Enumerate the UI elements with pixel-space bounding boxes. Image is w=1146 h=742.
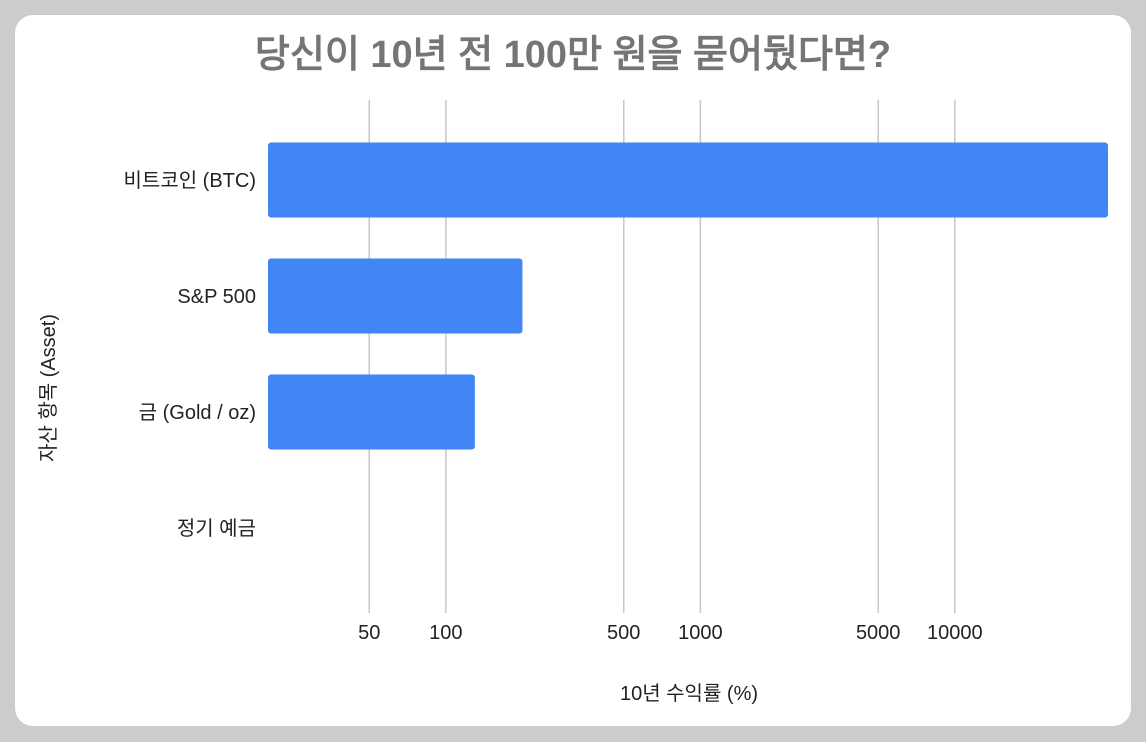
x-axis-label: 10년 수익률 (%) bbox=[620, 682, 758, 705]
category-label-2: 금 (Gold / oz) bbox=[139, 402, 256, 424]
chart-title: 당신이 10년 전 100만 원을 묻어뒀다면? bbox=[255, 34, 891, 76]
bar-0 bbox=[268, 142, 1108, 218]
x-tick-1000: 1000 bbox=[678, 622, 723, 644]
x-tick-5000: 5000 bbox=[856, 622, 901, 644]
chart-card: 당신이 10년 전 100만 원을 묻어뒀다면? 비트코인 (BTC) S&P 5… bbox=[15, 15, 1131, 726]
category-labels: 비트코인 (BTC) S&P 500 금 (Gold / oz) 정기 예금 bbox=[124, 169, 256, 540]
x-tick-100: 100 bbox=[429, 622, 462, 644]
bar-1 bbox=[268, 258, 523, 334]
bar-chart: 당신이 10년 전 100만 원을 묻어뒀다면? 비트코인 (BTC) S&P 5… bbox=[37, 34, 1108, 705]
bar-2 bbox=[268, 374, 475, 450]
x-tick-labels: 50 100 500 1000 5000 10000 bbox=[358, 622, 982, 644]
category-label-3: 정기 예금 bbox=[177, 517, 256, 540]
x-tick-500: 500 bbox=[607, 622, 640, 644]
x-tick-50: 50 bbox=[358, 622, 380, 644]
category-label-1: S&P 500 bbox=[177, 286, 256, 308]
x-tick-10000: 10000 bbox=[927, 622, 983, 644]
y-axis-label: 자산 항목 (Asset) bbox=[37, 314, 60, 462]
bars bbox=[268, 142, 1108, 450]
category-label-0: 비트코인 (BTC) bbox=[124, 169, 256, 192]
